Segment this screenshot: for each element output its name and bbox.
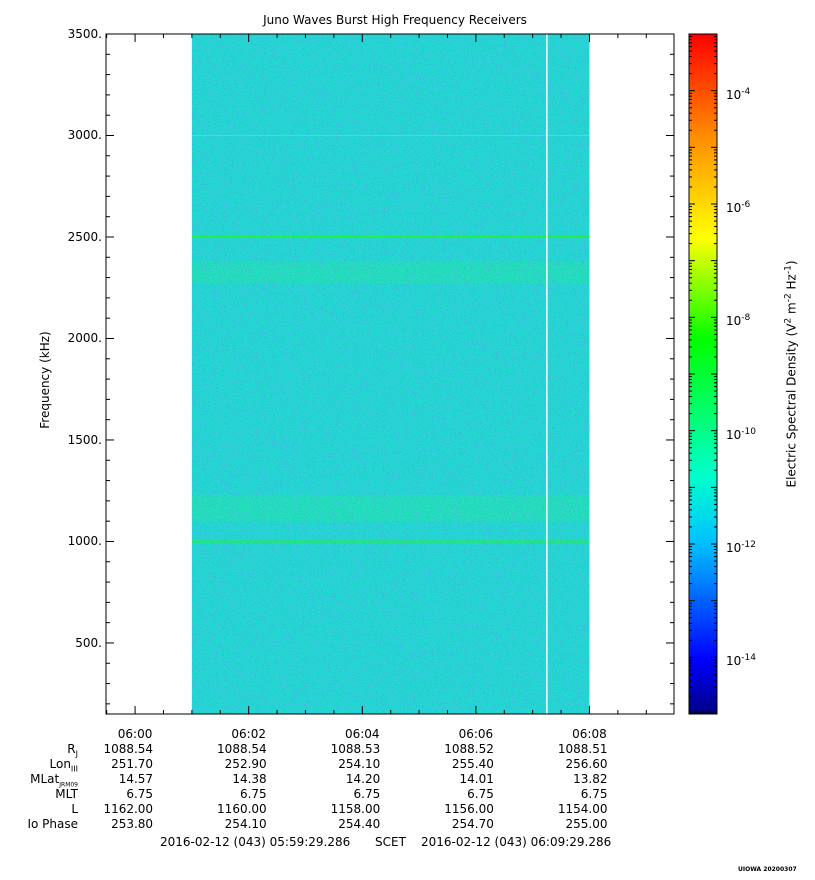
x-tick-label: 06:00	[117, 727, 153, 741]
ephemeris-value: 1160.00	[217, 802, 267, 816]
ephemeris-value: 1154.00	[557, 802, 608, 816]
y-tick-label: 1500.	[67, 432, 102, 447]
ephemeris-value: 254.40	[338, 817, 381, 831]
x-axis	[106, 34, 647, 714]
colorbar-tick-label: 10-4	[726, 86, 751, 102]
ephemeris-value: 255.00	[565, 817, 608, 831]
ephemeris-value: 254.70	[451, 817, 494, 831]
footer-start-time: 2016-02-12 (043) 05:59:29.286	[160, 835, 351, 849]
ephemeris-value: 1088.52	[444, 742, 494, 756]
ephemeris-value: 1088.54	[217, 742, 267, 756]
colorbar-tick-label: 10-14	[726, 653, 756, 669]
y-tick-label: 2500.	[67, 229, 102, 244]
plot-frame	[105, 33, 675, 715]
y-tick-label: 500.	[75, 635, 102, 650]
ephemeris-value: 14.01	[459, 772, 494, 786]
ephemeris-value: 6.75	[580, 787, 608, 801]
ephemeris-value: 6.75	[353, 787, 381, 801]
ephemeris-value: 6.75	[467, 787, 494, 801]
footer-stamp: UIOWA 20200307	[738, 866, 797, 873]
y-tick-label: 1000.	[67, 534, 102, 549]
ephemeris-value: 6.75	[126, 787, 154, 801]
colorbar-tick-label: 10-12	[726, 540, 756, 555]
ephemeris-value: 1156.00	[444, 802, 494, 816]
footer-end-time: 2016-02-12 (043) 06:09:29.286	[421, 835, 612, 849]
ephemeris-value: 1088.51	[557, 742, 608, 756]
ephemeris-value: 254.10	[224, 817, 267, 831]
ephemeris-value: 255.40	[451, 757, 494, 771]
ephemeris-row-label: MLatJRM09	[30, 772, 78, 789]
ephemeris-value: 13.82	[573, 772, 608, 786]
ephemeris-value: 1088.53	[330, 742, 381, 756]
ephemeris-value: 256.60	[565, 757, 608, 771]
footer-frame: SCET	[375, 835, 406, 849]
y-tick-label: 2000.	[67, 331, 102, 346]
ephemeris-row-label: L	[71, 802, 78, 816]
ephemeris-row-label: LonIII	[49, 757, 79, 774]
ephemeris-value: 14.20	[345, 772, 381, 786]
y-axis	[106, 33, 674, 705]
ephemeris-value: 254.10	[338, 757, 381, 771]
x-tick-label: 06:02	[231, 727, 266, 741]
ephemeris-value: 14.38	[232, 772, 267, 786]
x-tick-label: 06:04	[344, 727, 380, 741]
ephemeris-value: 251.70	[111, 757, 154, 771]
ephemeris-value: 14.57	[118, 772, 154, 786]
colorbar-tick-label: 10-8	[726, 313, 751, 329]
y-tick-label: 3000.	[67, 128, 102, 143]
ephemeris-value: 1162.00	[103, 802, 154, 816]
x-tick-label: 06:08	[572, 727, 607, 741]
colorbar-label: Electric Spectral Density (V2 m-2 Hz-1)	[783, 260, 799, 488]
x-tick-label: 06:06	[458, 727, 494, 741]
ephemeris-value: 252.90	[224, 757, 267, 771]
spectrogram-image	[191, 34, 590, 714]
ephemeris-value: 253.80	[111, 817, 154, 831]
colorbar-axis	[689, 36, 717, 715]
ephemeris-row-label: RJ	[67, 742, 78, 759]
spectrogram-noise	[191, 34, 590, 714]
colorbar-tick-label: 10-6	[726, 200, 751, 215]
ephemeris-value: 1158.00	[330, 802, 381, 816]
ephemeris-value: 1088.54	[103, 742, 154, 756]
ephemeris-row-label: MLT	[55, 787, 78, 801]
colorbar-tick-label: 10-10	[726, 426, 756, 442]
y-tick-label: 3500.	[67, 27, 102, 41]
ephemeris-row-label: Io Phase	[27, 817, 78, 831]
chart-title: Juno Waves Burst High Frequency Receiver…	[263, 13, 527, 27]
ephemeris-value: 6.75	[239, 787, 267, 801]
